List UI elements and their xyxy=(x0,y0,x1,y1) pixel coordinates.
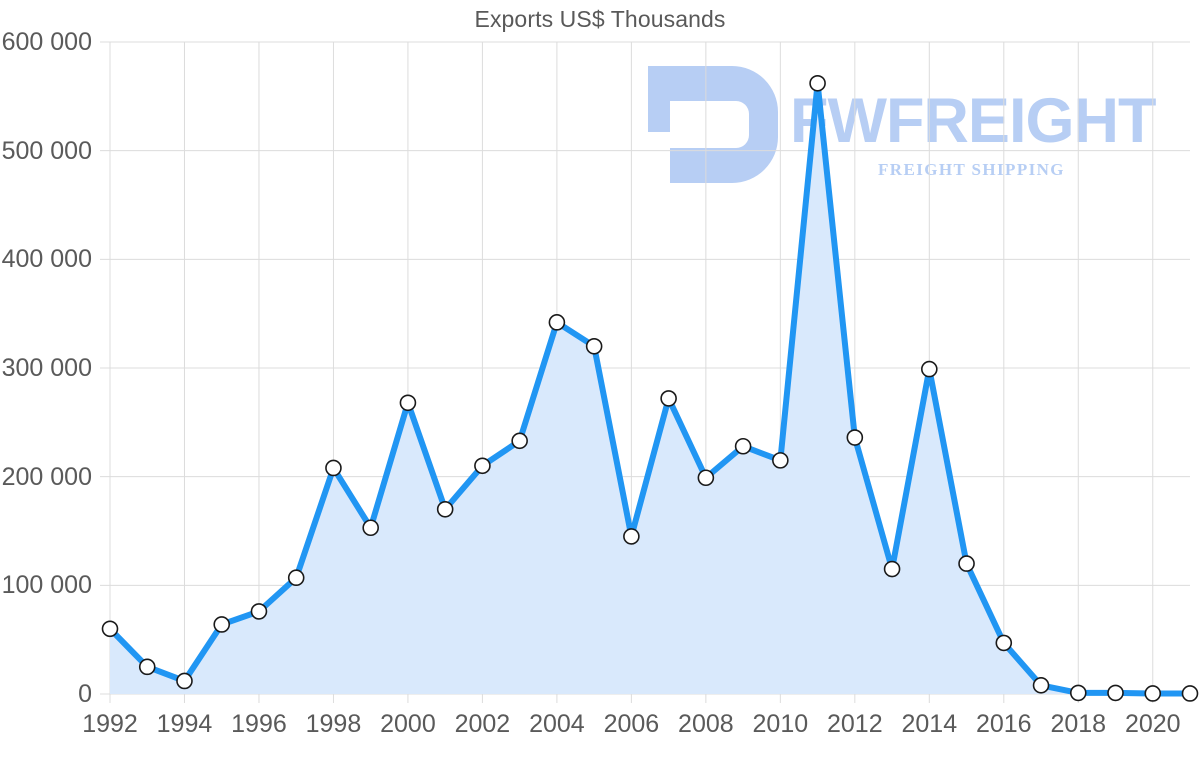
chart-title: Exports US$ Thousands xyxy=(474,6,726,32)
data-markers[interactable] xyxy=(101,74,1199,702)
data-point-marker[interactable] xyxy=(436,500,454,518)
y-axis-tick-label: 300 000 xyxy=(1,354,92,382)
y-axis-tick-label: 200 000 xyxy=(1,462,92,491)
data-point-marker[interactable] xyxy=(287,569,305,587)
area-fill-path xyxy=(110,83,1190,694)
x-axis-tick-label: 1998 xyxy=(305,710,362,738)
data-point-marker[interactable] xyxy=(362,519,379,537)
data-point-marker[interactable] xyxy=(883,560,901,578)
data-point-marker[interactable] xyxy=(176,672,193,690)
data-point-marker[interactable] xyxy=(138,658,156,676)
data-point-marker[interactable] xyxy=(697,469,715,487)
data-point-marker[interactable] xyxy=(1032,677,1050,694)
data-point-marker[interactable] xyxy=(809,74,826,92)
data-point-marker[interactable] xyxy=(325,459,342,477)
data-point-marker[interactable] xyxy=(548,314,566,331)
data-point-marker[interactable] xyxy=(585,337,603,355)
x-axis-tick-label: 2018 xyxy=(1050,710,1107,738)
x-axis-tick-label: 2000 xyxy=(380,710,436,738)
data-point-marker[interactable] xyxy=(399,394,417,412)
x-axis-tick-label: 2004 xyxy=(529,710,585,738)
x-axis-tick-label: 2006 xyxy=(603,710,660,738)
data-point-marker[interactable] xyxy=(660,390,677,407)
x-axis-tick-label: 2008 xyxy=(678,710,734,738)
series-line-path xyxy=(107,80,1193,697)
x-axis-tick-label: 2012 xyxy=(827,710,883,738)
data-point-marker[interactable] xyxy=(1144,685,1162,702)
x-axis-tick-label: 2020 xyxy=(1124,710,1181,738)
data-point-marker[interactable] xyxy=(846,429,864,446)
data-line xyxy=(107,80,1193,697)
x-axis-tick-label: 2016 xyxy=(975,710,1032,738)
data-point-marker[interactable] xyxy=(1107,684,1124,702)
data-point-marker[interactable] xyxy=(101,620,119,638)
y-axis-tick-label: 600 000 xyxy=(1,28,92,56)
data-point-marker[interactable] xyxy=(511,432,528,450)
data-point-marker[interactable] xyxy=(734,437,752,455)
data-point-marker[interactable] xyxy=(958,555,975,572)
data-point-marker[interactable] xyxy=(772,452,789,469)
data-point-marker[interactable] xyxy=(921,360,938,378)
y-axis-tick-label: 400 000 xyxy=(1,245,92,274)
data-point-marker[interactable] xyxy=(474,457,491,475)
x-axis-tick-label: 1996 xyxy=(231,710,287,738)
data-point-marker[interactable] xyxy=(213,616,231,633)
x-axis-tick-label: 1994 xyxy=(156,710,213,738)
x-axis-tick-label: 1992 xyxy=(82,710,138,738)
x-axis-tick-label: 2002 xyxy=(454,710,511,738)
y-axis-tick-label: 100 000 xyxy=(1,571,92,600)
x-axis-tick-label: 2014 xyxy=(901,710,958,738)
y-axis-tick-label: 0 xyxy=(78,680,92,708)
data-point-marker[interactable] xyxy=(1181,685,1199,702)
area-fill xyxy=(110,83,1190,694)
data-point-marker[interactable] xyxy=(623,528,640,545)
data-point-marker[interactable] xyxy=(1069,684,1087,702)
y-axis-tick-label: 500 000 xyxy=(1,136,92,165)
data-point-marker[interactable] xyxy=(995,634,1013,652)
data-point-marker[interactable] xyxy=(250,603,268,620)
x-axis-tick-label: 2010 xyxy=(752,710,809,738)
